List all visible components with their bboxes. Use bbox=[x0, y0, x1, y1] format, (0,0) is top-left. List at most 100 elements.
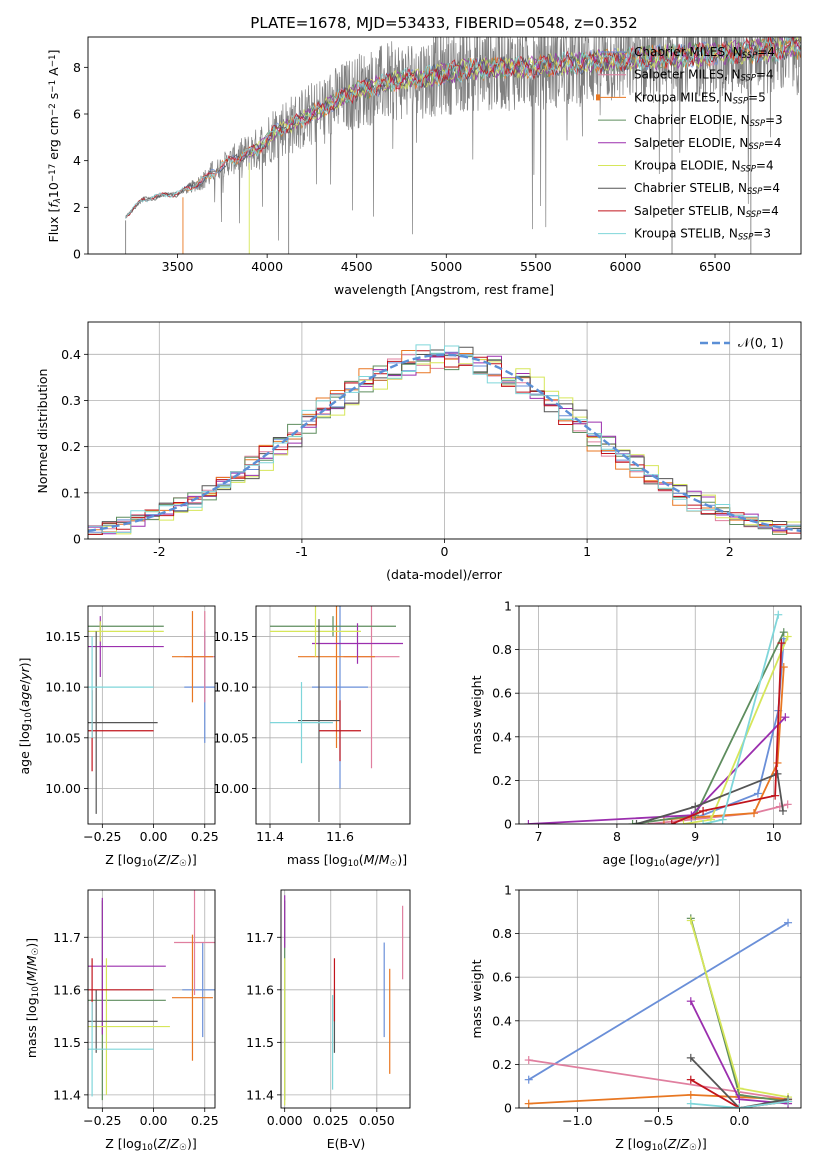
z_mass-xtick-label: 0.25 bbox=[191, 1113, 219, 1128]
spectrum-legend-entry-part: =4 bbox=[757, 45, 775, 59]
z_weight-xlabel-part: ☉ bbox=[689, 1143, 697, 1153]
ebv_mass-ytick-label: 11.4 bbox=[246, 1087, 274, 1102]
ebv_mass-xtick-label: 0.025 bbox=[313, 1113, 349, 1128]
spectrum-xlabel: wavelength [Angstrom, rest frame] bbox=[334, 282, 554, 297]
z_age-xlabel-part: )] bbox=[187, 852, 197, 867]
z_age-xlabel-part: 10 bbox=[142, 859, 153, 869]
spectrum-legend-entry-part: =3 bbox=[765, 113, 783, 127]
spectrum-legend-entry-part: Kroupa ELODIE, N bbox=[634, 159, 741, 173]
spectrum-ytick-label: 0 bbox=[73, 247, 81, 262]
z_mass-plot-area bbox=[88, 890, 215, 1108]
z_age-plot-area bbox=[88, 606, 215, 824]
z_weight-xlabel-part: Z [log bbox=[615, 1136, 651, 1151]
spectrum-legend-entry: Kroupa ELODIE, NSSP=4 bbox=[634, 159, 774, 174]
mass_age-xtick-label: 11.4 bbox=[256, 829, 284, 844]
spectrum-legend-entry-part: =4 bbox=[756, 159, 774, 173]
spectrum-ylabel-part: λ bbox=[53, 198, 63, 204]
ebv_mass-ytick-label: 11.5 bbox=[246, 1035, 274, 1050]
spectrum-ylabel-part: Flux [ bbox=[46, 208, 61, 243]
spectrum-ylabel-part: erg cm bbox=[46, 116, 61, 164]
z_age-xlabel-part: ☉ bbox=[179, 859, 187, 869]
z_age-ylabel: age [log10(age/yr)] bbox=[17, 657, 34, 774]
z_mass-ytick-label: 11.5 bbox=[53, 1035, 81, 1050]
residuals-xtick-label: 0 bbox=[441, 544, 449, 559]
spectrum-legend-entry-part: SSP bbox=[742, 50, 758, 60]
z_weight-ytick-label: 0.6 bbox=[492, 970, 512, 985]
z_weight-xtick-label: 0.0 bbox=[729, 1113, 749, 1128]
age_weight-xtick-label: 10 bbox=[766, 829, 782, 844]
z_age-ylabel-part: / bbox=[17, 679, 32, 684]
spectrum-ylabel-part: 10 bbox=[46, 182, 61, 198]
z_age-ylabel-part: )] bbox=[17, 657, 32, 667]
spectrum-xtick-label: 6000 bbox=[610, 259, 642, 274]
spectrum-axes: 3500 4000 4500 5000 5500 6000 6500 0 2 4 6 8 PLATE=1… bbox=[46, 14, 802, 297]
spectrum-ylabel-part: −17 bbox=[48, 164, 58, 182]
z_age-ytick-label: 10.10 bbox=[45, 680, 81, 695]
spectrum-xtick-label: 4000 bbox=[251, 259, 283, 274]
age_weight-xlabel: age [log10(age/yr)] bbox=[602, 852, 719, 869]
z_weight-xlabel-part: Z bbox=[680, 1136, 690, 1151]
spectrum-model-line bbox=[125, 37, 801, 218]
z_age-xlabel-part: / bbox=[166, 852, 171, 867]
z_age-xtick-label: 0.00 bbox=[140, 829, 168, 844]
residuals-ytick-label: 0.2 bbox=[61, 439, 81, 454]
mass-weight-line bbox=[690, 1057, 789, 1108]
z_mass-ylabel-part: mass [log bbox=[24, 997, 39, 1058]
z_age-xlabel-part: Z bbox=[170, 852, 180, 867]
z_age-xlabel-part: ( bbox=[153, 852, 158, 867]
spectrum-legend-entry: Kroupa MILES, NSSP=5 bbox=[634, 90, 766, 105]
z_mass-xlabel-part: Z bbox=[170, 1136, 180, 1151]
spectrum-legend-entry-part: =4 bbox=[756, 68, 774, 82]
age_weight-ytick-label: 0.6 bbox=[492, 686, 512, 701]
z_mass-ylabel-part: ☉ bbox=[31, 948, 41, 956]
spectrum-ytick-label: 2 bbox=[73, 200, 81, 215]
mass_age-ytick-label: 10.15 bbox=[213, 629, 249, 644]
spectrum-ylabel-part: s bbox=[46, 93, 61, 104]
residuals-axes: -2 -1 0 1 2 0 0.1 0.2 0.3 0.4 (data-model)/error No… bbox=[35, 321, 802, 582]
age_weight-xtick-label: 8 bbox=[613, 829, 621, 844]
mass-weight-line bbox=[528, 921, 789, 1081]
z_mass-ytick-label: 11.7 bbox=[53, 930, 81, 945]
spectrum-legend-entry-part: =4 bbox=[762, 181, 780, 195]
age_weight-ytick-label: 0.2 bbox=[492, 773, 512, 788]
residuals-xtick-label: -2 bbox=[153, 544, 165, 559]
spectrum-legend-entry-part: =4 bbox=[764, 136, 782, 150]
z_weight-xtick-label: −1.0 bbox=[562, 1113, 592, 1128]
ebv_mass-frame bbox=[280, 889, 411, 1109]
age_weight-ytick-label: 0.4 bbox=[492, 729, 512, 744]
legend-marker bbox=[596, 94, 600, 101]
mass_age-xlabel-part: )] bbox=[397, 852, 407, 867]
z_age-xlabel-part: Z bbox=[157, 852, 167, 867]
age_weight-xlabel-part: age bbox=[670, 852, 694, 867]
age_weight-xtick-label: 9 bbox=[691, 829, 699, 844]
mass_age-axes: 11.4 11.6 10.00 10.05 10.10 10.15 mass [log10(… bbox=[213, 605, 411, 869]
ebv_mass-xtick-label: 0.000 bbox=[267, 1113, 303, 1128]
z_age-ylabel-part: 10 bbox=[24, 712, 34, 723]
mass_age-xlabel: mass [log10(M/M☉)] bbox=[287, 852, 407, 869]
z_mass-ylabel-part: M bbox=[24, 955, 39, 966]
spectrum-xtick-label: 4500 bbox=[341, 259, 373, 274]
z_mass-xlabel-part: Z bbox=[157, 1136, 167, 1151]
mass-weight-line bbox=[671, 643, 783, 824]
spectrum-ylabel-part: −2 bbox=[48, 103, 58, 116]
spectrum-legend-entry-part: SSP bbox=[750, 118, 766, 128]
z_mass-ylabel-part: / bbox=[24, 966, 39, 971]
residuals-xtick-label: 2 bbox=[726, 544, 734, 559]
spectrum-legend-entry-part: =5 bbox=[748, 90, 766, 104]
z_age-xlabel-part: Z [log bbox=[105, 852, 141, 867]
mass-weight-line bbox=[690, 1100, 789, 1108]
mass_age-ytick-label: 10.05 bbox=[213, 730, 249, 745]
spectrum-xtick-label: 5000 bbox=[430, 259, 462, 274]
spectrum-legend-entry-part: Chabrier STELIB, N bbox=[634, 181, 747, 195]
mass-weight-line bbox=[663, 666, 785, 821]
z_mass-xlabel-part: ( bbox=[153, 1136, 158, 1151]
spectrum-legend-entry-part: SSP bbox=[748, 141, 764, 151]
residuals-ytick-label: 0.4 bbox=[61, 347, 81, 362]
spectrum-xtick-label: 3500 bbox=[162, 259, 194, 274]
age_weight-ylabel: mass weight bbox=[469, 675, 484, 754]
spectrum-plot-area bbox=[125, 37, 801, 254]
spectrum-ylabel-part: −1 bbox=[48, 80, 58, 93]
ebv_mass-axes: 0.000 0.025 0.050 11.4 11.5 11.6 11.7 E(B-V) bbox=[246, 889, 411, 1151]
